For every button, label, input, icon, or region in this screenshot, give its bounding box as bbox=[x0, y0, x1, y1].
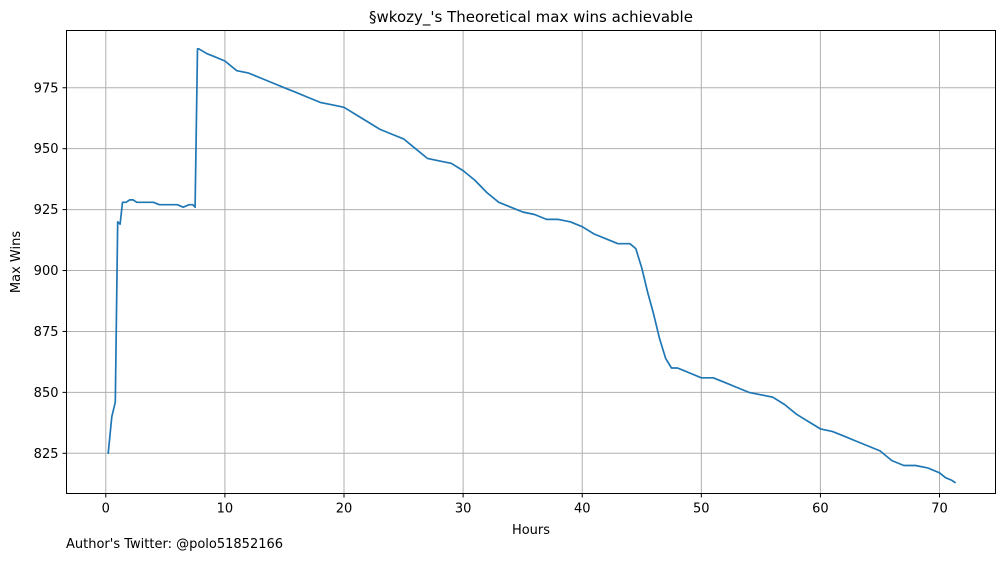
x-tick-label: 40 bbox=[574, 502, 591, 517]
x-tick-label: 30 bbox=[455, 502, 472, 517]
chart-title: §wkozy_'s Theoretical max wins achievabl… bbox=[369, 8, 693, 27]
x-tick-label: 20 bbox=[336, 502, 353, 517]
x-tick-label: 50 bbox=[693, 502, 710, 517]
x-tick-label: 0 bbox=[102, 502, 110, 517]
grid bbox=[66, 30, 996, 494]
x-tick-label: 10 bbox=[217, 502, 234, 517]
y-tick-label: 825 bbox=[34, 447, 59, 462]
series-line bbox=[107, 47, 956, 484]
y-tick-label: 850 bbox=[34, 386, 59, 401]
y-tick-label: 900 bbox=[34, 264, 59, 279]
x-tick-label: 70 bbox=[931, 502, 948, 517]
x-axis-label: Hours bbox=[512, 523, 550, 538]
author-footnote: Author's Twitter: @polo51852166 bbox=[66, 537, 284, 552]
y-axis-label: Max Wins bbox=[9, 231, 24, 293]
series-layer bbox=[107, 47, 956, 484]
ticks: 0 10 20 30 40 50 60 70 825 850 875 900 925 950 975 bbox=[34, 81, 948, 516]
plot-area-frame bbox=[66, 30, 996, 494]
y-tick-label: 925 bbox=[34, 203, 59, 218]
x-tick-label: 60 bbox=[812, 502, 829, 517]
y-tick-label: 875 bbox=[34, 325, 59, 340]
y-tick-label: 975 bbox=[34, 81, 59, 96]
y-tick-label: 950 bbox=[34, 142, 59, 157]
